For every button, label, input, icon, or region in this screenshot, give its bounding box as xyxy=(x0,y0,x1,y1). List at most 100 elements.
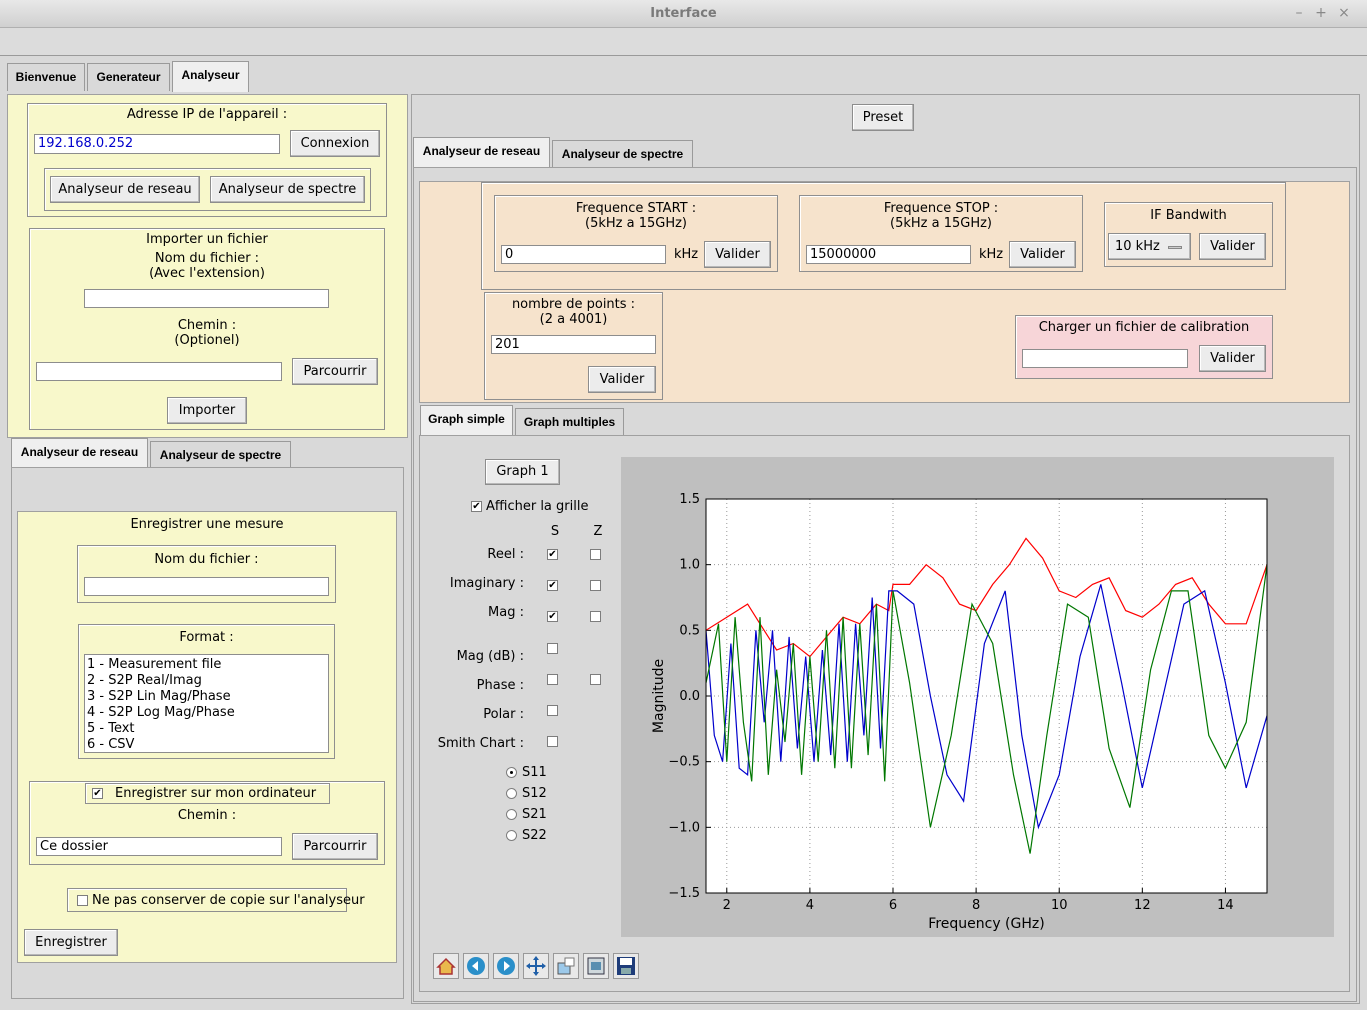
freq-start-group xyxy=(494,195,778,272)
plot-frame xyxy=(705,498,1268,894)
if-bandwidth-group xyxy=(1104,202,1273,267)
tab-bienvenue[interactable]: Bienvenue xyxy=(7,63,85,91)
graph-option-label: Imaginary : xyxy=(449,576,524,591)
tab-right-network[interactable]: Analyseur de reseau xyxy=(413,137,550,168)
if-bandwidth-validate-button[interactable]: Valider xyxy=(1199,233,1266,260)
y-tick-label: 1.5 xyxy=(679,492,700,507)
graph-option-s-checkbox[interactable] xyxy=(547,736,558,747)
x-tick-label: 8 xyxy=(972,898,980,913)
graph-option-label: Reel : xyxy=(487,547,524,562)
graph-option-s-checkbox[interactable]: ✔ xyxy=(547,549,558,560)
graph-option-s-checkbox[interactable] xyxy=(547,705,558,716)
no-copy-checkbox[interactable] xyxy=(77,895,88,906)
list-item[interactable]: 1 - Measurement file xyxy=(87,657,222,672)
graph-option-z-checkbox[interactable] xyxy=(590,549,601,560)
maximize-icon[interactable]: + xyxy=(1315,5,1327,21)
import-browse-button[interactable]: Parcourrir xyxy=(292,358,378,385)
import-name-input[interactable] xyxy=(84,289,329,308)
tab-analyseur[interactable]: Analyseur xyxy=(172,61,249,92)
graph-option-z-checkbox[interactable] xyxy=(590,580,601,591)
tab-graph-multiple[interactable]: Graph multiples xyxy=(515,408,624,436)
plot-canvas: 2 4 6 8 10 12 14 1.5 1.0 0.5 0.0 −0.5 −1.0 −1.5 Freque… xyxy=(621,457,1334,937)
if-bandwidth-value: 10 kHz xyxy=(1115,239,1160,254)
list-item[interactable]: 6 - CSV xyxy=(87,737,135,752)
x-tick-label: 4 xyxy=(806,898,814,913)
import-path-input[interactable] xyxy=(36,362,282,381)
freq-start-hint: (5kHz a 15GHz) xyxy=(585,216,687,231)
save-local-frame xyxy=(85,783,330,804)
freq-start-input[interactable]: 0 xyxy=(501,245,666,264)
spectrum-analyzer-button[interactable]: Analyseur de spectre xyxy=(210,176,365,203)
configure-subplots-icon[interactable] xyxy=(583,953,609,979)
dropdown-indicator-icon xyxy=(1168,246,1182,249)
save-path-label: Chemin : xyxy=(177,808,237,823)
connect-button[interactable]: Connexion xyxy=(290,130,380,157)
calibration-validate-button[interactable]: Valider xyxy=(1199,345,1266,372)
tab-right-spectrum[interactable]: Analyseur de spectre xyxy=(552,140,693,168)
tab-left-spectrum[interactable]: Analyseur de spectre xyxy=(150,441,291,469)
save-browse-button[interactable]: Parcourrir xyxy=(292,833,378,860)
sparam-radio-s22[interactable] xyxy=(506,830,517,841)
minimize-icon[interactable]: – xyxy=(1295,5,1303,21)
points-validate-button[interactable]: Valider xyxy=(588,366,656,393)
tab-left-network[interactable]: Analyseur de reseau xyxy=(11,438,148,468)
freq-start-unit: kHz xyxy=(674,247,699,262)
graph-option-z-checkbox[interactable] xyxy=(590,611,601,622)
x-tick-label: 6 xyxy=(889,898,897,913)
graph-1-button[interactable]: Graph 1 xyxy=(485,459,560,485)
preset-button[interactable]: Preset xyxy=(852,104,914,131)
freq-stop-label: Frequence STOP : xyxy=(883,201,999,216)
forward-icon[interactable] xyxy=(493,953,519,979)
save-figure-icon[interactable] xyxy=(613,953,639,979)
graph-option-z-checkbox[interactable] xyxy=(590,674,601,685)
freq-stop-group xyxy=(799,195,1083,272)
save-local-checkbox[interactable]: ✔ xyxy=(92,788,103,799)
y-tick-label: −1.5 xyxy=(668,886,700,901)
save-path-input[interactable]: Ce dossier xyxy=(36,837,282,856)
sparam-radio-s12[interactable] xyxy=(506,788,517,799)
graph-option-s-checkbox[interactable]: ✔ xyxy=(547,580,558,591)
tab-graph-simple[interactable]: Graph simple xyxy=(420,405,513,436)
freq-stop-input[interactable]: 15000000 xyxy=(806,245,971,264)
close-icon[interactable]: × xyxy=(1338,5,1350,21)
points-input[interactable]: 201 xyxy=(491,335,656,354)
calibration-input[interactable] xyxy=(1022,349,1188,368)
save-local-label: Enregistrer sur mon ordinateur xyxy=(115,786,317,801)
graph-option-s-checkbox[interactable] xyxy=(547,643,558,654)
list-item[interactable]: 3 - S2P Lin Mag/Phase xyxy=(87,689,231,704)
format-listbox[interactable]: 1 - Measurement file 2 - S2P Real/Imag 3… xyxy=(84,654,329,753)
list-item[interactable]: 5 - Text xyxy=(87,721,135,736)
sparam-label: S22 xyxy=(522,828,547,843)
save-name-input[interactable] xyxy=(84,577,329,596)
import-group xyxy=(29,228,385,430)
back-icon[interactable] xyxy=(463,953,489,979)
import-title: Importer un fichier xyxy=(146,232,268,247)
graph-option-s-checkbox[interactable]: ✔ xyxy=(547,611,558,622)
home-icon[interactable] xyxy=(433,953,459,979)
graph-option-s-checkbox[interactable] xyxy=(547,674,558,685)
if-bandwidth-select[interactable]: 10 kHz xyxy=(1108,233,1191,260)
sparam-radio-s21[interactable] xyxy=(506,809,517,820)
zoom-icon[interactable] xyxy=(553,953,579,979)
y-tick-label: 0.5 xyxy=(679,623,700,638)
freq-start-validate-button[interactable]: Valider xyxy=(704,241,771,268)
freq-stop-validate-button[interactable]: Valider xyxy=(1009,241,1076,268)
import-name-hint: (Avec l'extension) xyxy=(149,266,265,281)
import-name-label: Nom du fichier : xyxy=(154,251,260,266)
list-item[interactable]: 4 - S2P Log Mag/Phase xyxy=(87,705,235,720)
import-button[interactable]: Importer xyxy=(167,397,247,424)
title-bar: Interface – + × xyxy=(0,0,1367,28)
network-analyzer-button[interactable]: Analyseur de reseau xyxy=(50,176,200,203)
grid-checkbox[interactable]: ✔ xyxy=(471,501,482,512)
series-line-2 xyxy=(706,564,1267,854)
tab-generateur[interactable]: Generateur xyxy=(87,63,170,91)
pan-icon[interactable] xyxy=(523,953,549,979)
y-axis-label: Magnitude xyxy=(651,659,667,733)
save-button[interactable]: Enregistrer xyxy=(24,929,118,956)
ip-input[interactable]: 192.168.0.252 xyxy=(34,134,280,154)
sparam-radio-s11[interactable] xyxy=(506,767,517,778)
y-tick-label: 0.0 xyxy=(679,689,700,704)
list-item[interactable]: 2 - S2P Real/Imag xyxy=(87,673,202,688)
save-local-group xyxy=(29,781,385,865)
if-bandwidth-label: IF Bandwith xyxy=(1150,208,1227,223)
